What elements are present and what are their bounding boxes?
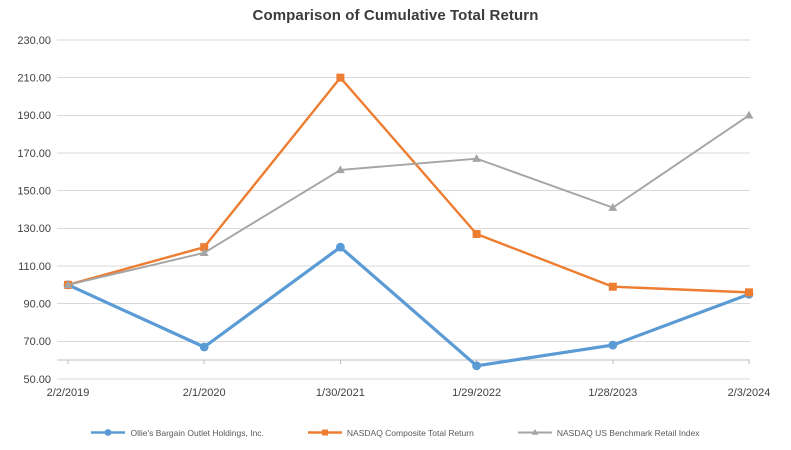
y-axis-label: 130.00	[17, 223, 51, 235]
data-point-marker	[105, 429, 112, 436]
series-2	[64, 73, 753, 297]
data-point-marker	[745, 288, 753, 297]
series-line	[66, 245, 751, 368]
series-line	[67, 114, 750, 286]
legend-label: NASDAQ US Benchmark Retail Index	[556, 427, 700, 438]
y-axis-label: 110.00	[18, 261, 51, 273]
y-axis-label: 190.00	[17, 110, 51, 122]
y-axis-label: 70.00	[23, 336, 51, 348]
x-axis-label: 1/28/2023	[588, 387, 637, 399]
y-axis-label: 50.00	[23, 374, 51, 386]
data-point-marker	[531, 428, 539, 435]
series-line	[66, 76, 751, 294]
legend-label: NASDAQ Composite Total Return	[346, 427, 474, 438]
data-point-marker	[472, 361, 481, 371]
x-axis-label: 2/1/2020	[183, 387, 226, 399]
y-axis-label: 90.00	[23, 298, 51, 310]
series-3	[63, 110, 754, 289]
data-point-marker	[608, 340, 618, 350]
data-point-marker	[744, 110, 754, 119]
legend-item-3: NASDAQ US Benchmark Retail Index	[517, 427, 700, 438]
chart-legend: Ollie's Bargain Outlet Holdings, Inc. NAS…	[0, 427, 791, 438]
x-axis-label: 2/2/2019	[47, 387, 90, 399]
legend-swatch-square-icon	[307, 429, 342, 436]
data-point-marker	[472, 229, 481, 238]
x-axis-label: 1/30/2021	[316, 387, 365, 399]
legend-label: Ollie's Bargain Outlet Holdings, Inc.	[130, 427, 264, 438]
data-point-marker	[472, 154, 481, 162]
x-axis-label: 2/3/2024	[728, 387, 771, 399]
data-point-marker	[200, 243, 209, 252]
data-point-marker	[63, 280, 73, 289]
data-point-marker	[199, 248, 209, 257]
data-point-marker	[336, 165, 345, 174]
y-axis-label: 150.00	[17, 185, 51, 197]
x-axis-label: 1/29/2022	[452, 387, 501, 399]
legend-item-1: Ollie's Bargain Outlet Holdings, Inc.	[91, 427, 264, 438]
data-point-marker	[199, 342, 209, 352]
y-axis-label: 210.00	[17, 72, 51, 84]
y-axis-label: 170.00	[17, 148, 51, 160]
data-point-marker	[336, 73, 345, 82]
y-axis-label: 230.00	[17, 35, 51, 47]
legend-swatch-circle-icon	[91, 429, 126, 436]
data-point-marker	[321, 429, 328, 436]
data-point-marker	[336, 242, 345, 252]
legend-item-2: NASDAQ Composite Total Return	[307, 427, 474, 438]
data-point-marker	[608, 203, 618, 211]
legend-swatch-triangle-icon	[517, 428, 552, 435]
data-point-marker	[608, 282, 617, 291]
chart-title: Comparison of Cumulative Total Return	[252, 7, 539, 24]
